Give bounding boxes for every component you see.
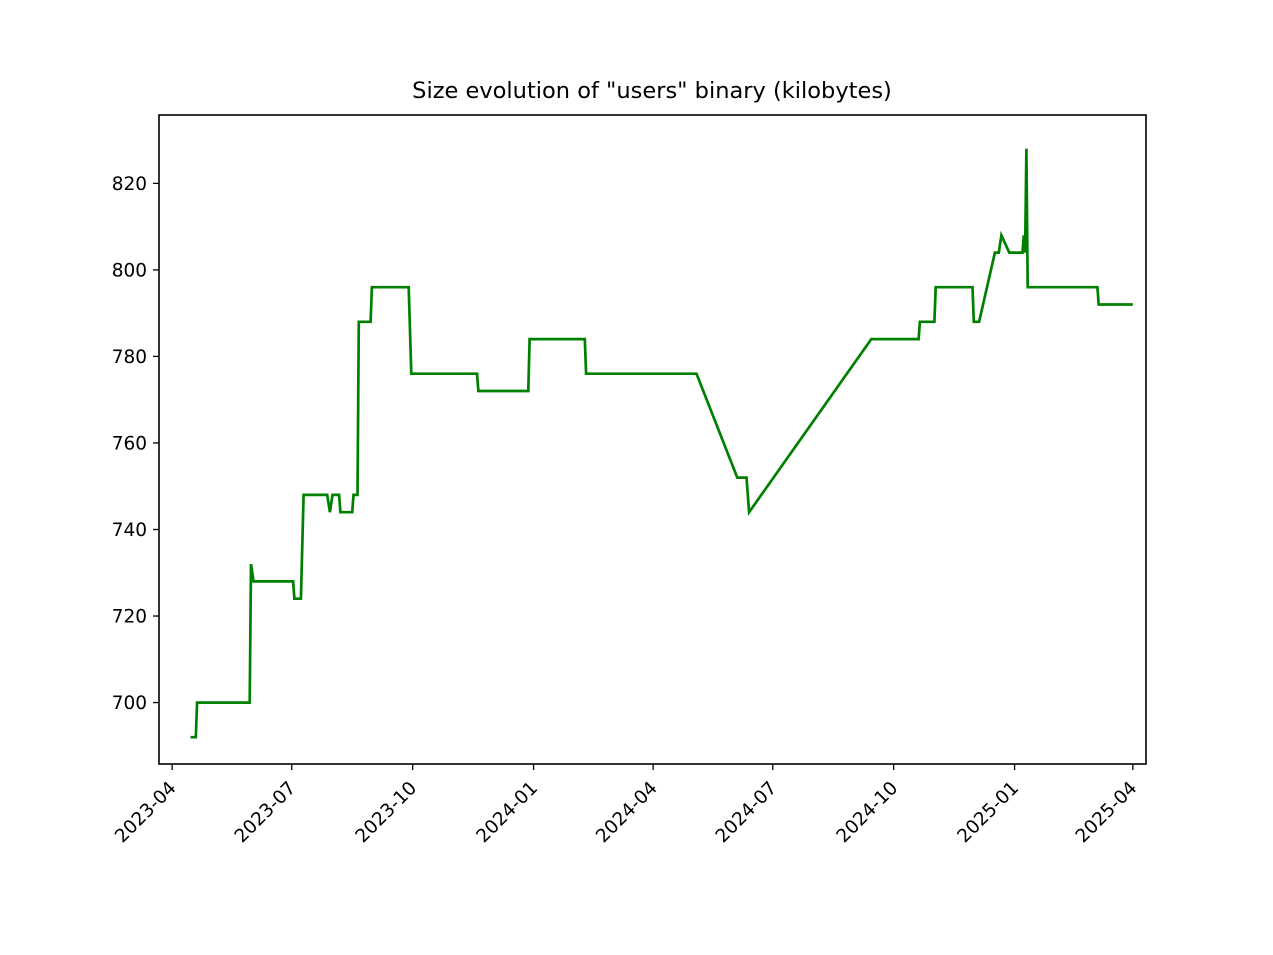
y-tick-label: 780 (112, 347, 147, 368)
series-line (190, 148, 1133, 739)
plot-frame (158, 114, 1147, 765)
y-tick-label: 820 (112, 174, 147, 195)
y-tick-label: 700 (112, 693, 147, 714)
y-tick-label: 800 (112, 260, 147, 281)
series-layer (190, 148, 1133, 739)
y-axis: 700 720 740 760 780 800 820 (112, 174, 159, 714)
y-tick-label: 720 (112, 607, 147, 628)
y-tick-label: 760 (112, 433, 147, 454)
y-tick-label: 740 (112, 520, 147, 541)
chart-title: Size evolution of "users" binary (kiloby… (412, 78, 892, 104)
